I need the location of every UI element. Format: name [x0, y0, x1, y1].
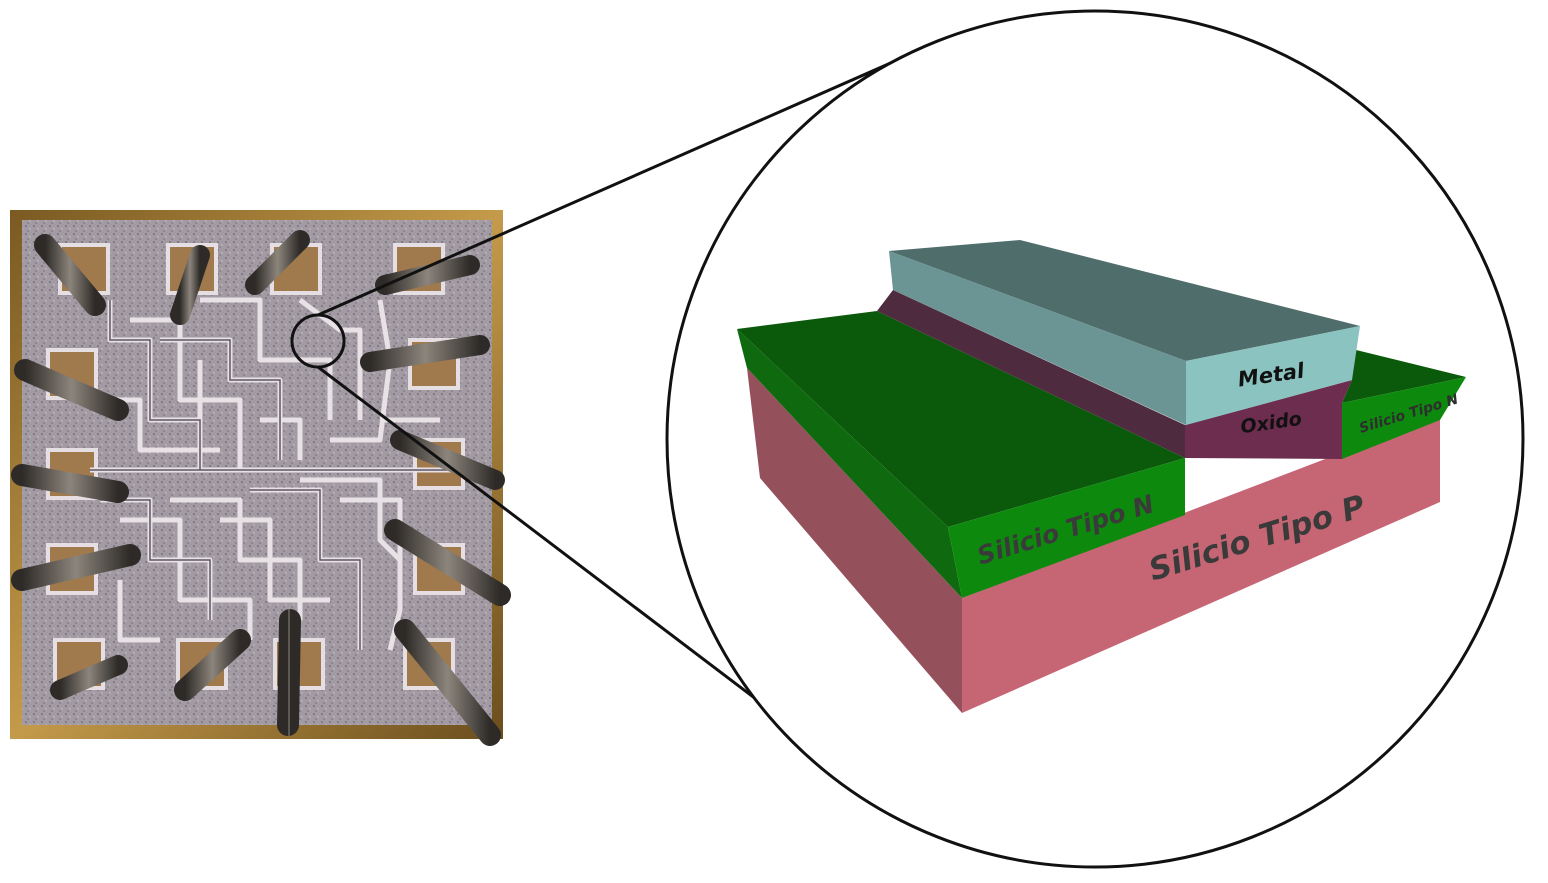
p-substrate-side: [747, 368, 962, 713]
n-right-front: [1342, 377, 1466, 459]
p-substrate-front: [962, 415, 1440, 713]
metal-top: [889, 240, 1360, 361]
n-right-top: [1342, 349, 1466, 403]
oxide-front: [1185, 380, 1352, 459]
metal-side: [889, 251, 1186, 425]
n-left-front: [948, 458, 1185, 598]
oxide-side: [877, 290, 1185, 458]
n-left-side: [737, 329, 962, 598]
mosfet-cross-section: Metal Oxido Silicio Tipo N Silicio Tipo …: [737, 240, 1466, 713]
zoom-connector-lines: [317, 60, 894, 720]
metal-front: [1186, 326, 1360, 425]
chip-die-photo: [10, 210, 511, 746]
n-left-top: [737, 311, 1185, 527]
bonding-wires: [11, 230, 511, 746]
